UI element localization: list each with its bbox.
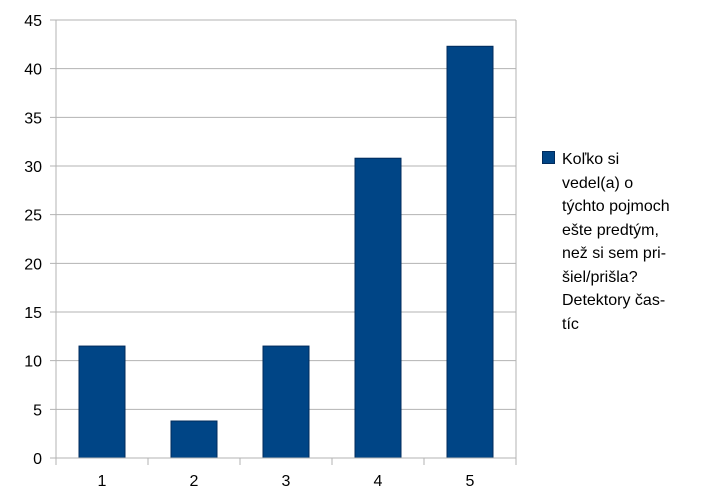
y-tick-label-40: 40	[24, 62, 42, 79]
x-tick-label-4: 4	[374, 473, 383, 490]
legend: Koľko si vedel(a) o týchto pojmoch ešte …	[542, 148, 714, 336]
y-tick-label-35: 35	[24, 110, 42, 127]
legend-label: Koľko si vedel(a) o týchto pojmoch ešte …	[562, 151, 670, 333]
y-tick-label-0: 0	[33, 451, 42, 468]
bar-4	[354, 157, 402, 459]
y-tick-label-30: 30	[24, 159, 42, 176]
x-tick-label-5: 5	[466, 473, 475, 490]
bar-3	[262, 345, 310, 459]
x-tick-label-2: 2	[190, 473, 199, 490]
y-tick-label-15: 15	[24, 305, 42, 322]
x-tick-label-3: 3	[282, 473, 291, 490]
y-tick-label-10: 10	[24, 354, 42, 371]
y-tick-label-25: 25	[24, 208, 42, 225]
y-tick-label-5: 5	[33, 402, 42, 419]
legend-swatch	[542, 151, 555, 164]
bar-1	[78, 345, 126, 459]
y-tick-label-45: 45	[24, 13, 42, 30]
y-tick-label-20: 20	[24, 256, 42, 273]
bar-5	[446, 45, 494, 459]
bar-2	[170, 420, 218, 459]
x-tick-label-1: 1	[98, 473, 107, 490]
